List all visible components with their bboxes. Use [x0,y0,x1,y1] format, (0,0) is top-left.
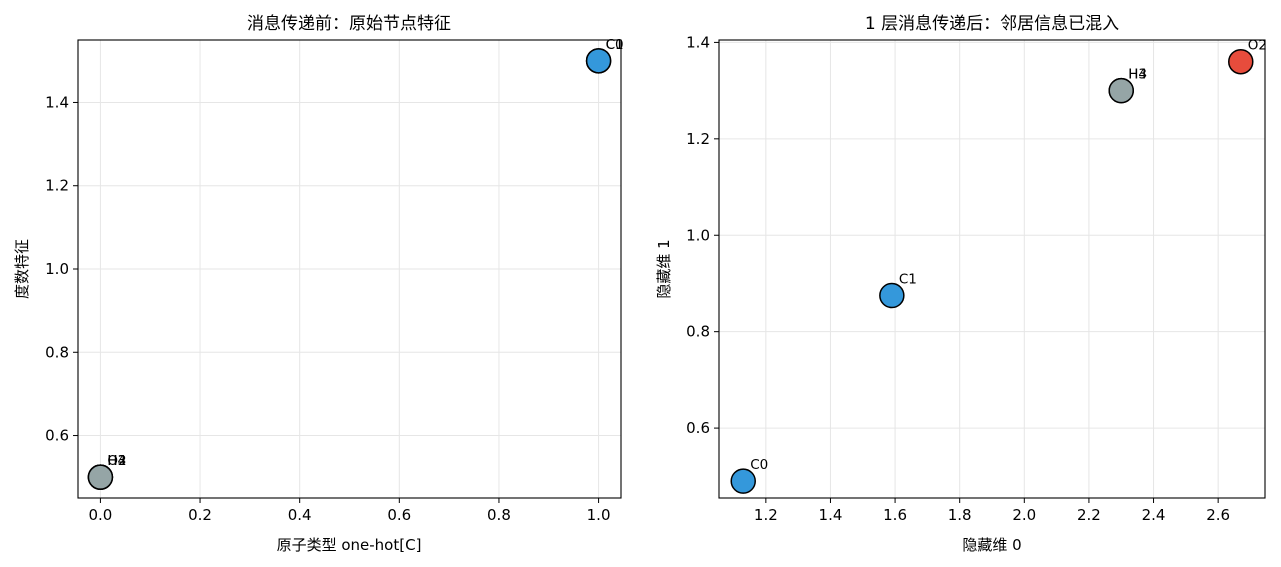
y-tick-label: 0.8 [686,323,710,341]
point-label-h4: H4 [107,453,126,469]
chart-title: 1 层消息传递后：邻居信息已混入 [865,14,1119,34]
x-tick-label: 1.0 [587,506,611,524]
y-tick-label: 1.2 [686,130,710,148]
point-label-h3: H3 [107,453,126,469]
x-tick-label: 2.4 [1142,506,1166,524]
chart-title: 消息传递前：原始节点特征 [247,14,451,34]
y-tick-label: 1.0 [45,260,69,278]
x-tick-label: 0.0 [88,506,112,524]
data-point-h4 [1108,77,1134,104]
x-tick-label: 0.8 [487,506,511,524]
point-label-c0: C0 [750,457,768,473]
point-label-c0: C0 [606,37,624,53]
x-tick-label: 2.2 [1077,506,1101,524]
point-label-o2: O2 [1248,38,1267,54]
y-axis-title: 隐藏维 1 [655,239,673,298]
data-point-c1 [585,48,612,74]
x-tick-label: 1.2 [754,506,778,524]
x-axis-title: 隐藏维 0 [962,536,1021,554]
x-tick-label: 2.6 [1206,506,1230,524]
plot-area [719,40,1265,498]
x-tick-label: 1.8 [948,506,972,524]
x-tick-label: 1.6 [883,506,907,524]
y-tick-label: 0.8 [45,343,69,361]
data-point-c0 [730,468,756,494]
point-label-h4: H4 [1128,67,1147,83]
x-tick-label: 0.6 [387,506,411,524]
data-point-h4 [87,464,114,490]
y-tick-label: 1.2 [45,177,69,195]
y-tick-label: 0.6 [686,419,710,437]
plot-frame [718,39,1266,499]
x-axis-title: 原子类型 one-hot[C] [277,536,422,554]
x-tick-label: 0.4 [288,506,312,524]
y-tick-label: 1.4 [686,33,710,51]
chart-after-message-passing: 1 层消息传递后：邻居信息已混入 隐藏维 0 隐藏维 1 1.2 1.4 1.6 1.… [655,14,1267,554]
point-label-c1: C1 [606,37,624,53]
point-label-o2: O2 [107,453,126,469]
point-label-h3: H3 [1128,67,1147,83]
y-tick-label: 1.4 [45,93,69,111]
x-tick-label: 1.4 [819,506,843,524]
x-tick-label: 2.0 [1012,506,1036,524]
data-point-o2 [1228,48,1254,75]
point-label-c1: C1 [899,272,917,288]
y-axis-title: 度数特征 [13,239,31,299]
y-tick-label: 1.0 [686,226,710,244]
chart-before-message-passing: 消息传递前：原始节点特征 原子类型 one-hot[C] 度数特征 0.0 0.2… [13,14,624,554]
y-tick-label: 0.6 [45,427,69,445]
x-tick-label: 0.2 [188,506,212,524]
data-point-c1 [879,282,905,309]
